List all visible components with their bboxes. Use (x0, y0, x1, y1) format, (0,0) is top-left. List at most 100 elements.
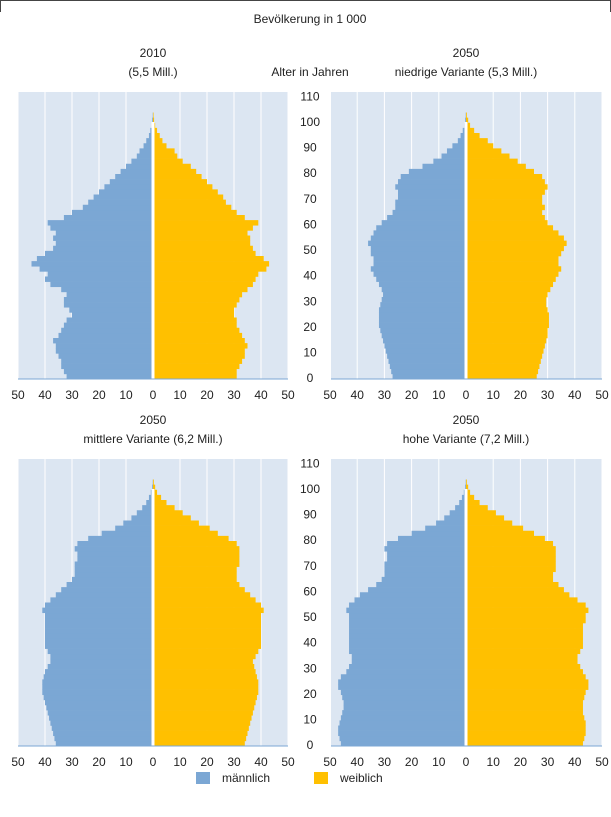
bar (466, 617, 586, 624)
bar (466, 168, 534, 175)
bar (349, 643, 466, 649)
bar (466, 735, 585, 742)
bar (50, 653, 153, 660)
bar (46, 705, 153, 711)
bar (58, 353, 153, 359)
bar (153, 281, 253, 288)
bar (466, 556, 556, 562)
bar (153, 500, 167, 506)
x-tick-label: 20 (514, 388, 528, 402)
bar (466, 117, 469, 124)
bar (63, 322, 153, 329)
x-tick-label: 10 (119, 388, 133, 402)
bar (466, 510, 496, 516)
bar (466, 566, 556, 573)
bar (153, 541, 237, 547)
bar (123, 520, 153, 526)
y-tick-label: 100 (300, 482, 320, 496)
bar (376, 225, 466, 231)
bar (422, 163, 466, 170)
bar (72, 576, 153, 583)
bar (466, 358, 541, 364)
y-tick-label: 60 (303, 217, 317, 231)
x-tick-label: 20 (405, 755, 419, 769)
bar (88, 199, 153, 206)
bar (153, 250, 256, 257)
bar (47, 220, 154, 226)
y-tick-label: 20 (303, 687, 317, 701)
bar (466, 250, 562, 257)
bar (63, 302, 153, 308)
bar (349, 623, 466, 629)
bar (349, 648, 466, 655)
x-tick-label: 10 (173, 388, 187, 402)
x-tick-label: 40 (568, 388, 582, 402)
y-axis-label: Alter in Jahren (271, 65, 348, 79)
bar (465, 117, 466, 124)
bar (381, 332, 466, 339)
bar (153, 740, 245, 747)
bar (42, 684, 153, 690)
bar (153, 623, 261, 629)
bar (153, 612, 261, 619)
bar (153, 327, 240, 334)
bar (153, 163, 191, 170)
bar (378, 317, 466, 323)
bar (153, 510, 183, 516)
bar (47, 648, 154, 655)
bar (153, 546, 240, 552)
bar (153, 694, 257, 701)
y-tick-label: 10 (303, 713, 317, 727)
bar (370, 250, 466, 257)
bar (61, 286, 154, 293)
bar (153, 484, 156, 491)
panel-title: 2050 (453, 46, 480, 60)
x-tick-label: 30 (227, 755, 241, 769)
bar (45, 276, 153, 282)
panel-title: 2010 (140, 46, 167, 60)
x-tick-label: 30 (541, 755, 555, 769)
y-tick-label: 20 (303, 320, 317, 334)
bar (466, 653, 578, 660)
y-tick-label: 70 (303, 559, 317, 573)
bar (50, 281, 153, 288)
y-tick-label: 110 (300, 456, 319, 470)
bar (373, 261, 466, 267)
bar (338, 730, 466, 737)
bar (153, 158, 183, 165)
bar (153, 230, 248, 236)
bar (466, 623, 583, 629)
bar (425, 525, 466, 532)
bar (153, 245, 253, 252)
bar (461, 494, 466, 501)
bar (74, 571, 153, 578)
bar (66, 291, 153, 298)
bar (398, 194, 466, 200)
bar (466, 541, 554, 547)
bar (61, 587, 154, 593)
bar (50, 225, 153, 231)
bar (63, 215, 153, 221)
panel-subtitle: hohe Variante (7,2 Mill.) (403, 432, 530, 446)
bar (45, 643, 153, 649)
x-tick-label: 20 (514, 755, 528, 769)
bar (380, 302, 466, 308)
bar (408, 168, 466, 175)
bar (153, 597, 256, 603)
x-tick-label: 40 (38, 388, 52, 402)
x-tick-label: 10 (173, 755, 187, 769)
bar (153, 699, 256, 706)
panel-subtitle: niedrige Variante (5,3 Mill.) (395, 65, 538, 79)
bar (45, 617, 153, 624)
bar (466, 602, 586, 608)
bar (153, 240, 251, 247)
bar (47, 710, 154, 716)
bar (395, 204, 466, 211)
bar (466, 338, 547, 344)
bar (466, 240, 567, 247)
bar (153, 199, 226, 206)
bar (153, 576, 237, 583)
bar (378, 307, 466, 313)
bar (466, 530, 534, 537)
bar (466, 571, 554, 578)
